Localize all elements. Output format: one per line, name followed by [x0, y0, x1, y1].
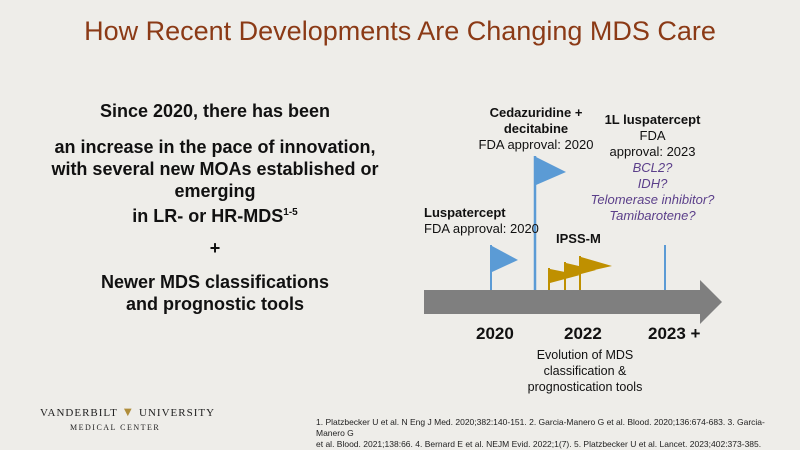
emerging-idh: IDH?	[637, 176, 668, 191]
tick-2023: 2023 +	[648, 324, 701, 343]
summary-line-7: and prognostic tools	[126, 294, 304, 314]
references: 1. Platzbecker U et al. N Eng J Med. 202…	[316, 417, 765, 449]
vanderbilt-logo: VANDERBILT ▼ UNIVERSITY MEDICAL CENTER	[40, 404, 216, 432]
ipssm-label: IPSS-M	[556, 231, 601, 246]
summary-text: Since 2020, there has been an increase i…	[30, 100, 400, 315]
first-line-label: 1L luspatercept FDA approval: 2023 BCL2?…	[590, 112, 715, 223]
timeline-arrow	[424, 280, 722, 324]
citation-superscript: 1-5	[283, 207, 298, 218]
summary-line-6: Newer MDS classifications	[100, 272, 330, 292]
cedazuridine-flag	[536, 157, 566, 185]
tick-2022: 2022	[564, 324, 602, 343]
luspatercept-flag	[492, 246, 518, 272]
tick-2020: 2020	[476, 324, 514, 343]
luspatercept-label: Luspatercept FDA approval: 2020	[424, 205, 539, 236]
summary-line-5: in LR- or HR-MDS1-5	[132, 206, 298, 226]
plus-sign: +	[209, 238, 221, 258]
ipssm-flag-3	[581, 257, 612, 273]
oak-leaf-icon: ▼	[121, 404, 136, 419]
slide-title: How Recent Developments Are Changing MDS…	[84, 16, 716, 46]
emerging-tamibarotene: Tamibarotene?	[609, 208, 696, 223]
emerging-telomerase: Telomerase inhibitor?	[590, 192, 715, 207]
summary-line-1: Since 2020, there has been	[99, 101, 331, 121]
summary-line-3: with several new MOAs established or	[51, 159, 379, 179]
emerging-bcl2: BCL2?	[632, 160, 673, 175]
evolution-label: Evolution of MDS classification & progno…	[527, 348, 643, 394]
summary-line-4: emerging	[174, 181, 256, 201]
cedazuridine-label: Cedazuridine + decitabine FDA approval: …	[478, 105, 594, 152]
summary-line-2: an increase in the pace of innovation,	[54, 137, 376, 157]
